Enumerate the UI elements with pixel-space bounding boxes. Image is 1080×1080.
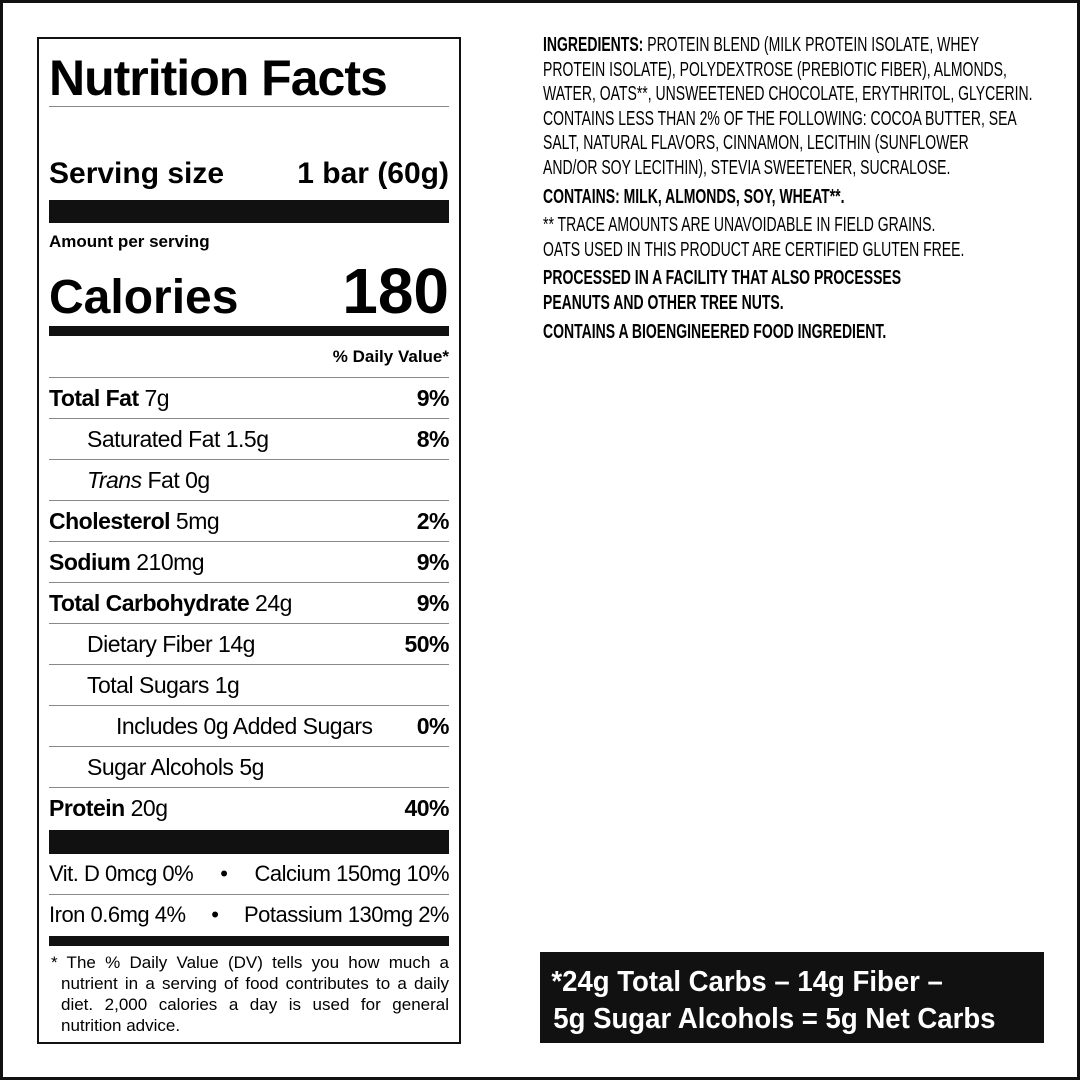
divider	[49, 106, 449, 107]
bioengineered-statement: CONTAINS A BIOENGINEERED FOOD INGREDIENT…	[543, 320, 887, 343]
daily-value-header: % Daily Value*	[332, 347, 449, 366]
calories: Calories 180	[49, 254, 449, 328]
thick-divider	[49, 830, 449, 854]
ingredients-line: PROTEIN BLEND (MILK PROTEIN ISOLATE, WHE…	[647, 34, 980, 56]
ingredients-block: INGREDIENTS: PROTEIN BLEND (MILK PROTEIN…	[543, 33, 1080, 344]
daily-value-footnote: * The % Daily Value (DV) tells you how m…	[51, 953, 449, 1035]
nutrient-row-saturated-fat: Saturated Fat 1.5g 8%	[49, 418, 450, 459]
panel-title: Nutrition Facts	[49, 50, 388, 106]
ingredients-line: CONTAINS LESS THAN 2% OF THE FOLLOWING: …	[543, 107, 1017, 130]
nutrient-row-dietary-fiber: Dietary Fiber 14g 50%	[49, 623, 449, 664]
nutrient-row-protein: Protein 20g 40%	[49, 787, 449, 828]
trace-note: ** TRACE AMOUNTS ARE UNAVOIDABLE IN FIEL…	[543, 214, 936, 237]
nutrient-row-added-sugars: Includes 0g Added Sugars 0%	[49, 705, 450, 746]
divider	[49, 894, 449, 895]
ingredients-heading: INGREDIENTS:	[543, 34, 644, 56]
nutrient-row-cholesterol: Cholesterol 5mg 2%	[49, 500, 450, 541]
net-carbs-line: 5g Sugar Alcohols = 5g Net Carbs	[553, 1003, 996, 1035]
ingredients-line: AND/OR SOY LECITHIN), STEVIA SWEETENER, …	[543, 156, 951, 179]
nutrient-row-sugar-alcohols: Sugar Alcohols 5g	[49, 746, 449, 787]
medium-divider	[49, 326, 449, 336]
nutrient-rows: Total Fat 7g 9% Saturated Fat 1.5g 8% Tran…	[49, 377, 450, 828]
medium-divider	[49, 936, 449, 946]
ingredients-line: WATER, OATS**, UNSWEETENED CHOCOLATE, ER…	[543, 83, 1033, 106]
thick-divider	[49, 200, 449, 223]
ingredients-line: PROTEIN ISOLATE), POLYDEXTROSE (PREBIOTI…	[543, 58, 1007, 81]
vitamin-row: Iron 0.6mg 4% • Potassium 130mg 2%	[49, 902, 450, 927]
ingredients-line: SALT, NATURAL FLAVORS, CINNAMON, LECITHI…	[543, 132, 969, 155]
amount-per-serving: Amount per serving	[49, 232, 210, 251]
nutrient-row-trans-fat: Trans Fat 0g	[49, 459, 449, 500]
allergen-statement: CONTAINS: MILK, ALMONDS, SOY, WHEAT**.	[543, 185, 845, 208]
nutrient-row-total-carbohydrate: Total Carbohydrate 24g 9%	[49, 582, 450, 623]
calories-label: Calories	[49, 271, 239, 324]
serving-label: Serving size	[49, 157, 225, 190]
nutrient-row-total-fat: Total Fat 7g 9%	[49, 377, 450, 418]
facility-statement: PEANUTS AND OTHER TREE NUTS.	[543, 291, 784, 314]
net-carbs-callout: *24g Total Carbs – 14g Fiber – 5g Sugar …	[540, 952, 1044, 1043]
nutrition-facts-panel: Nutrition Facts Serving size 1 bar (60g)…	[37, 37, 461, 1044]
nutrient-row-total-sugars: Total Sugars 1g	[49, 664, 449, 705]
net-carbs-line: *24g Total Carbs – 14g Fiber –	[551, 966, 943, 998]
serving-value: 1 bar (60g)	[297, 157, 449, 190]
trace-note: OATS USED IN THIS PRODUCT ARE CERTIFIED …	[543, 238, 965, 261]
serving-size: Serving size 1 bar (60g)	[49, 157, 449, 191]
facility-statement: PROCESSED IN A FACILITY THAT ALSO PROCES…	[543, 267, 902, 290]
calories-value: 180	[342, 255, 449, 327]
nutrient-row-sodium: Sodium 210mg 9%	[49, 541, 450, 582]
vitamin-row: Vit. D 0mcg 0% • Calcium 150mg 10%	[49, 861, 450, 886]
